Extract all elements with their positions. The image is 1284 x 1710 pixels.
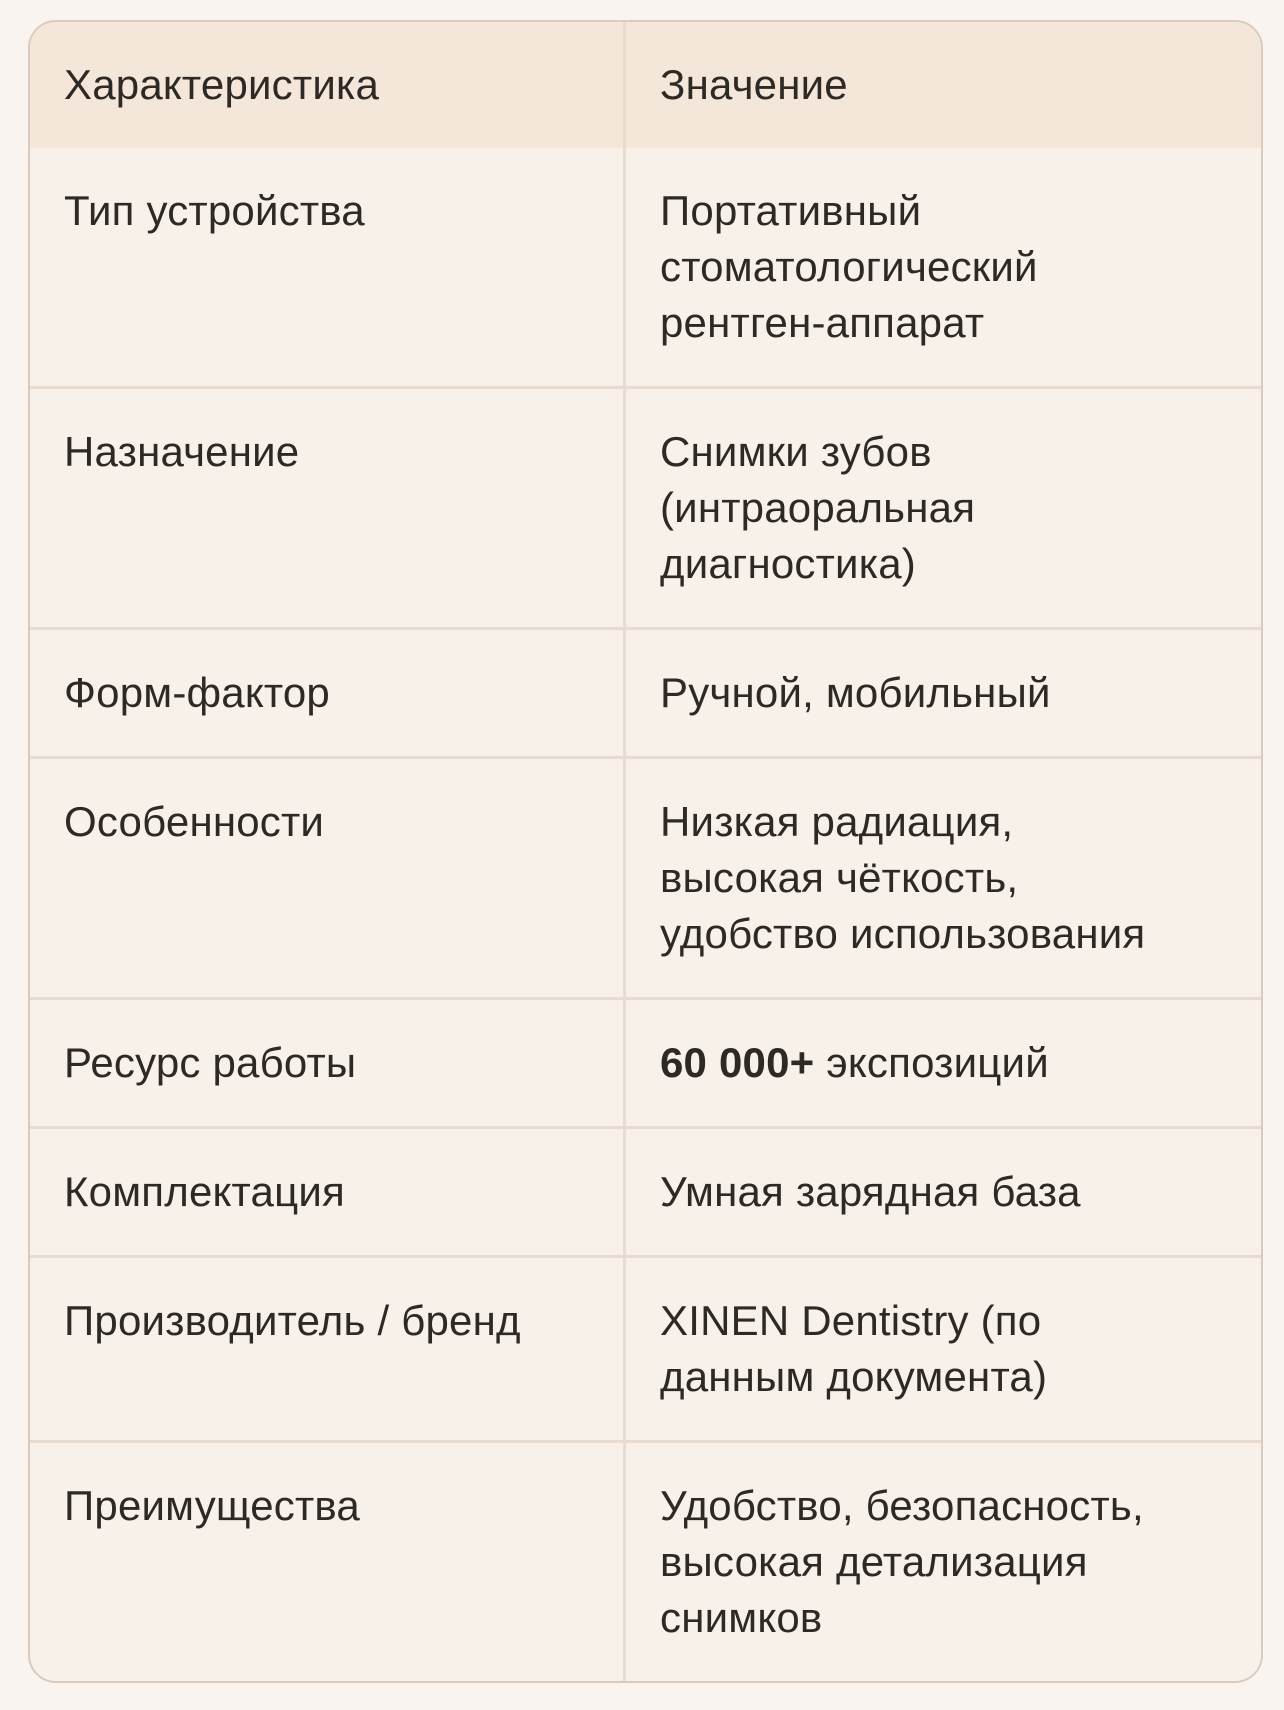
table-row: Назначение Снимки зубов (интраоральная ди… <box>30 386 1261 627</box>
row-value: XINEN Dentistry (по данным документа) <box>623 1258 1261 1440</box>
row-value: Низкая радиация, высокая чёткость, удобс… <box>623 759 1261 997</box>
row-label: Тип устройства <box>64 187 365 234</box>
table-row: Комплектация Умная зарядная база <box>30 1126 1261 1255</box>
row-label: Форм-фактор <box>64 669 330 716</box>
table-header-row: Характеристика Значение <box>30 22 1261 148</box>
column-header-value: Значение <box>623 22 1261 148</box>
row-label: Назначение <box>64 428 300 475</box>
table-row: Особенности Низкая радиация, высокая чётк… <box>30 756 1261 997</box>
table-row: Тип устройства Портативный стоматологичес… <box>30 148 1261 386</box>
row-value: 60 000+ экспозиций <box>623 1000 1261 1126</box>
row-value-bold: 60 000+ <box>660 1039 815 1086</box>
row-value: Ручной, мобильный <box>623 630 1261 756</box>
row-label: Преимущества <box>64 1482 360 1529</box>
spec-table: Характеристика Значение Тип устройства По… <box>28 20 1263 1683</box>
table-row: Производитель / бренд XINEN Dentistry (по… <box>30 1255 1261 1440</box>
row-label: Ресурс работы <box>64 1039 357 1086</box>
row-value: Умная зарядная база <box>623 1129 1261 1255</box>
row-value: Удобство, безопасность, высокая детализа… <box>623 1443 1261 1681</box>
row-label: Производитель / бренд <box>64 1297 521 1344</box>
table-row: Ресурс работы 60 000+ экспозиций <box>30 997 1261 1126</box>
table-row: Преимущества Удобство, безопасность, высо… <box>30 1440 1261 1681</box>
column-header-characteristic: Характеристика <box>64 61 380 108</box>
row-label: Особенности <box>64 798 325 845</box>
row-value: Портативный стоматологический рентген-ап… <box>623 148 1261 386</box>
table-row: Форм-фактор Ручной, мобильный <box>30 627 1261 756</box>
row-value: Снимки зубов (интраоральная диагностика) <box>623 389 1261 627</box>
row-label: Комплектация <box>64 1168 345 1215</box>
table-body: Тип устройства Портативный стоматологичес… <box>30 148 1261 1681</box>
